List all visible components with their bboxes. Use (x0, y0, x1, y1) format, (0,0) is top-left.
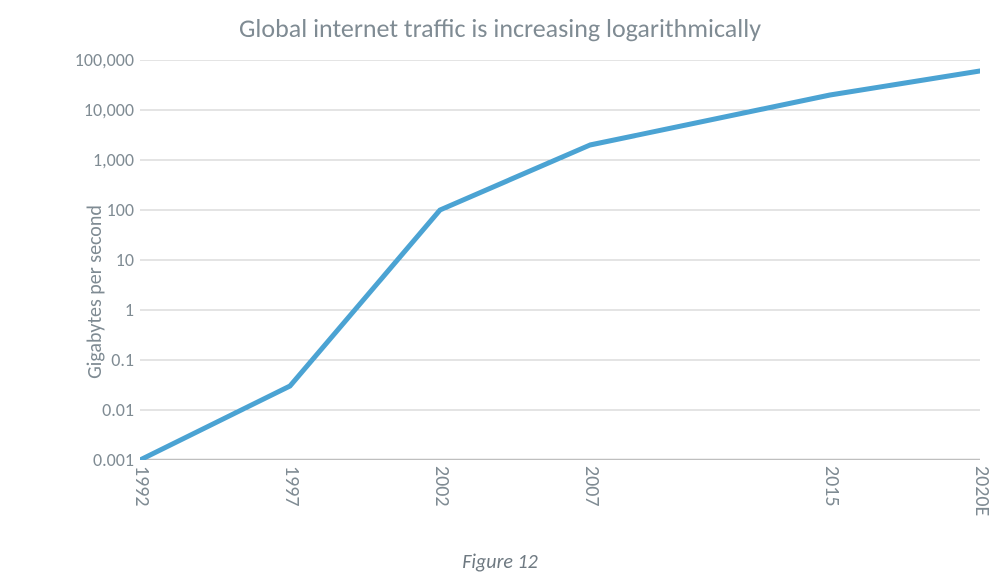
x-tick-label: 2007 (580, 466, 604, 507)
chart-title: Global internet traffic is increasing lo… (0, 12, 1000, 44)
y-tick-label: 1 (14, 299, 134, 321)
y-tick-label: 10,000 (14, 99, 134, 121)
y-tick-label: 0.001 (14, 449, 134, 471)
data-line (140, 71, 980, 460)
x-tick-label: 2015 (820, 466, 844, 507)
y-tick-label: 100,000 (14, 49, 134, 71)
chart-container: Global internet traffic is increasing lo… (0, 0, 1000, 584)
x-tick-label: 1992 (130, 466, 154, 507)
chart-svg (140, 60, 980, 460)
y-tick-label: 0.01 (14, 399, 134, 421)
x-tick-label: 2002 (430, 466, 454, 507)
y-tick-label: 100 (14, 199, 134, 221)
x-tick-label: 1997 (280, 466, 304, 507)
y-tick-label: 1,000 (14, 149, 134, 171)
figure-caption: Figure 12 (0, 550, 1000, 574)
x-tick-label: 2020E (970, 466, 994, 516)
plot-area (140, 60, 980, 460)
y-tick-label: 10 (14, 249, 134, 271)
y-tick-label: 0.1 (14, 349, 134, 371)
